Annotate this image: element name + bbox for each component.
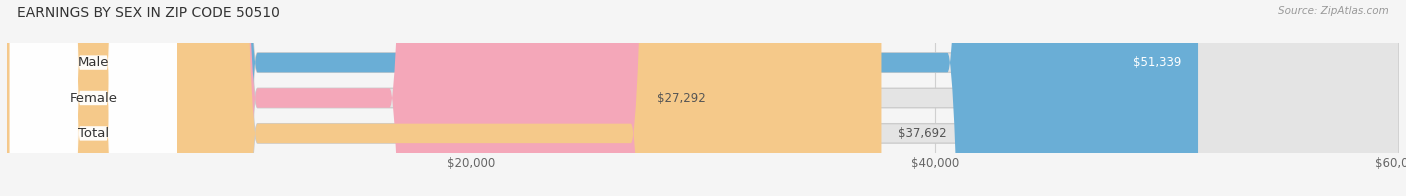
FancyBboxPatch shape <box>7 0 1399 196</box>
Text: Total: Total <box>77 127 108 140</box>
FancyBboxPatch shape <box>10 0 177 196</box>
FancyBboxPatch shape <box>7 0 882 196</box>
Text: EARNINGS BY SEX IN ZIP CODE 50510: EARNINGS BY SEX IN ZIP CODE 50510 <box>17 6 280 20</box>
Text: Male: Male <box>77 56 110 69</box>
Text: Female: Female <box>69 92 117 104</box>
FancyBboxPatch shape <box>10 0 177 196</box>
Text: $51,339: $51,339 <box>1133 56 1181 69</box>
FancyBboxPatch shape <box>7 0 1399 196</box>
Text: $37,692: $37,692 <box>898 127 946 140</box>
FancyBboxPatch shape <box>10 0 177 196</box>
Text: $27,292: $27,292 <box>657 92 706 104</box>
FancyBboxPatch shape <box>7 0 640 196</box>
Text: Source: ZipAtlas.com: Source: ZipAtlas.com <box>1278 6 1389 16</box>
FancyBboxPatch shape <box>7 0 1399 196</box>
FancyBboxPatch shape <box>7 0 1198 196</box>
